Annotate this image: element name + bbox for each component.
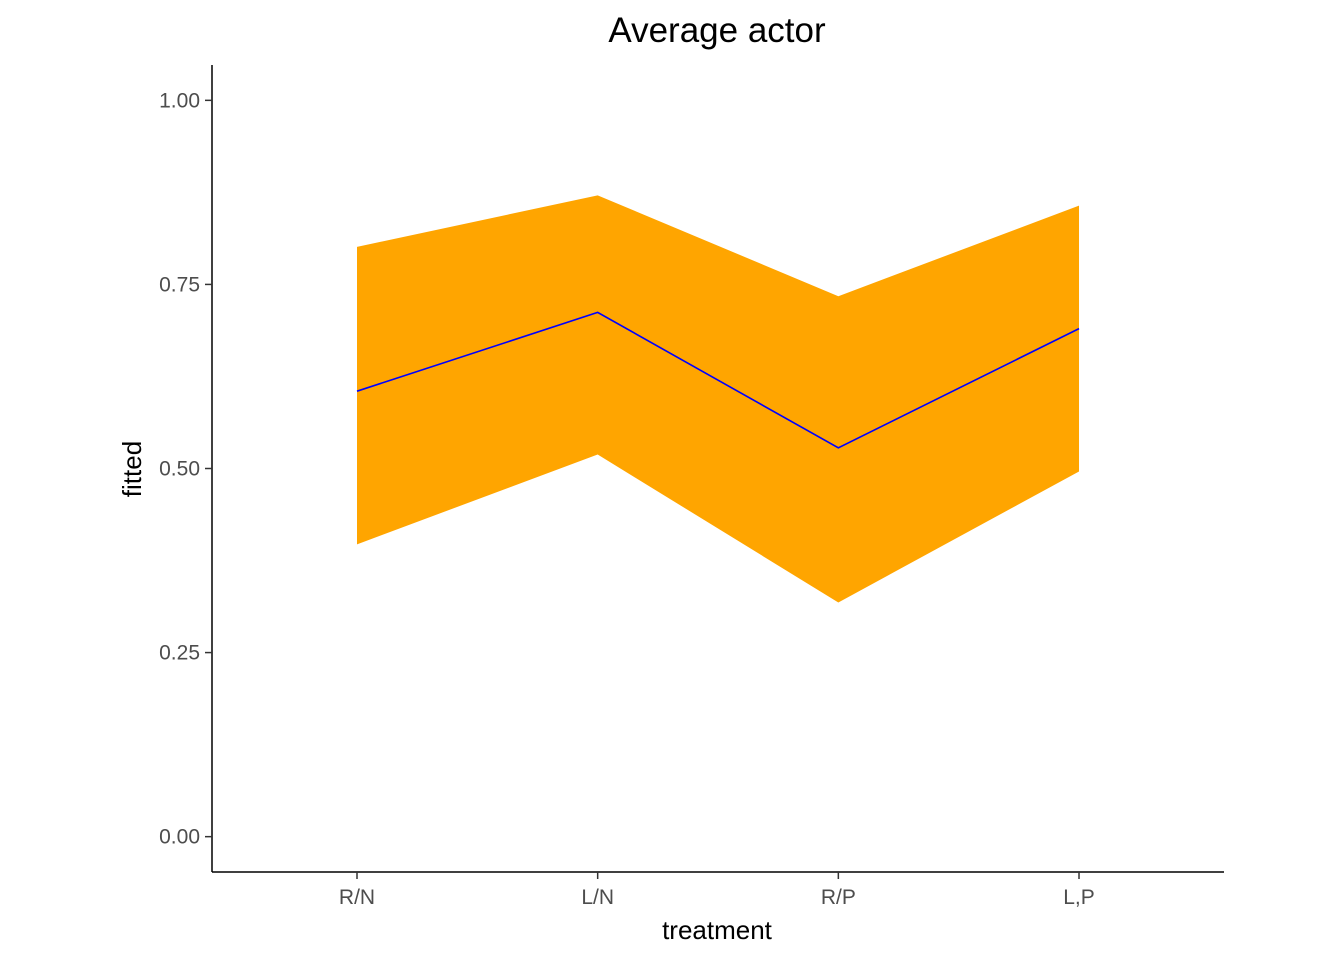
- x-tick-label: R/N: [339, 886, 375, 909]
- x-axis: R/N L/N R/P L,P: [339, 872, 1095, 909]
- x-axis-title: treatment: [662, 915, 773, 945]
- x-tick-label: R/P: [821, 886, 856, 909]
- confidence-ribbon: [357, 195, 1080, 603]
- y-tick-label: 0.50: [159, 458, 200, 481]
- x-tick-label: L,P: [1063, 886, 1095, 909]
- y-axis: 0.00 0.25 0.50 0.75 1.00: [159, 89, 212, 849]
- y-tick-label: 1.00: [159, 89, 200, 112]
- plot-area: [356, 195, 1080, 603]
- x-tick-label: L/N: [581, 886, 614, 909]
- chart-title: Average actor: [608, 11, 826, 50]
- y-axis-title: fitted: [117, 441, 147, 497]
- y-tick-label: 0.25: [159, 642, 200, 665]
- y-tick-label: 0.00: [159, 826, 200, 849]
- y-tick-label: 0.75: [159, 273, 200, 296]
- fitted-line: [356, 311, 1080, 449]
